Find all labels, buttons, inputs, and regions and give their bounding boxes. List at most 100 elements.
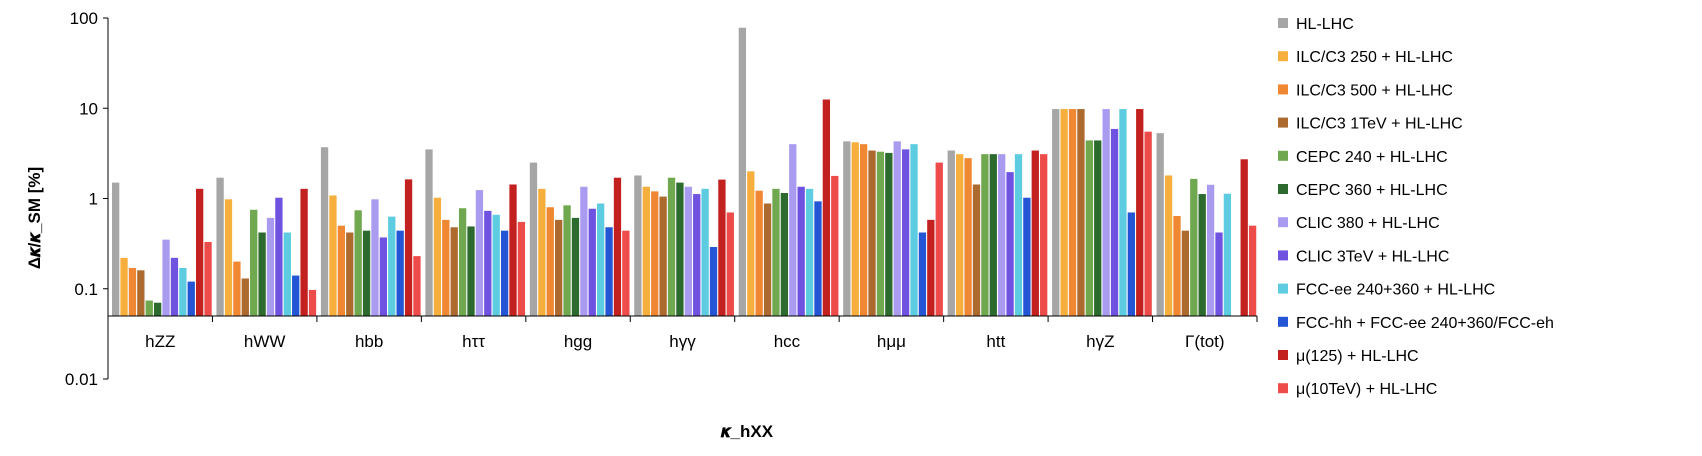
bar xyxy=(354,210,362,316)
bar xyxy=(885,152,893,316)
legend-item: ILC/C3 1TeV + HL-LHC xyxy=(1278,116,1463,133)
bar xyxy=(362,230,371,316)
bar xyxy=(571,217,580,316)
bar xyxy=(622,230,630,316)
bar xyxy=(763,203,772,316)
bar xyxy=(492,214,500,316)
bar xyxy=(981,154,989,316)
legend-swatch xyxy=(1278,283,1288,294)
legend-swatch xyxy=(1278,383,1288,394)
bar xyxy=(859,144,868,316)
bar xyxy=(580,186,588,316)
bar xyxy=(693,194,701,316)
y-axis-ticks: 100 10 1 0.1 0.01 xyxy=(65,9,108,389)
category-label: hbb xyxy=(355,332,383,351)
legend-item: CEPC 240 + HL-LHC xyxy=(1278,149,1448,166)
bar xyxy=(588,208,596,316)
bar xyxy=(910,144,918,316)
bar xyxy=(204,241,212,316)
bar xyxy=(947,150,955,316)
bar xyxy=(292,275,300,316)
legend-swatch xyxy=(1278,84,1288,95)
legend-item: FCC-ee 240+360 + HL-LHC xyxy=(1278,282,1495,299)
bar xyxy=(718,179,726,316)
category-label: hZZ xyxy=(145,332,175,351)
bar xyxy=(329,195,337,316)
bar xyxy=(1060,109,1068,317)
bar xyxy=(187,281,195,316)
bar xyxy=(258,232,266,316)
bar xyxy=(814,201,822,316)
bar xyxy=(196,188,204,316)
legend-label: CLIC 380 + HL-LHC xyxy=(1296,215,1440,232)
y-tick-label: 0.1 xyxy=(74,280,98,299)
bar xyxy=(684,186,692,316)
bar xyxy=(396,230,404,316)
bar xyxy=(868,150,876,316)
bar xyxy=(998,154,1006,316)
bar xyxy=(170,257,179,316)
bar xyxy=(425,149,433,316)
legend-label: μ(10TeV) + HL-LHC xyxy=(1296,381,1437,398)
bar xyxy=(956,154,964,316)
legend: HL-LHC ILC/C3 250 + HL-LHC ILC/C3 500 + HL… xyxy=(1278,16,1554,398)
bar xyxy=(555,219,563,316)
category-label: htt xyxy=(986,332,1005,351)
bar xyxy=(642,186,650,316)
category-label: hμμ xyxy=(877,332,906,351)
bar xyxy=(337,225,346,316)
bar xyxy=(676,182,684,316)
y-tick-label: 10 xyxy=(79,99,98,118)
y-axis-title: Δ𝜿/𝜿_SM [%] xyxy=(25,167,44,269)
bar xyxy=(989,154,997,316)
bar xyxy=(651,191,659,316)
bar xyxy=(346,232,354,316)
bar xyxy=(1102,109,1110,317)
bar xyxy=(726,212,734,316)
bar xyxy=(1164,175,1173,316)
bar xyxy=(563,205,571,316)
bar xyxy=(275,197,283,316)
bar xyxy=(467,226,475,316)
legend-swatch xyxy=(1278,51,1288,62)
legend-label: CEPC 240 + HL-LHC xyxy=(1296,149,1448,166)
bar xyxy=(1068,109,1077,317)
legend-swatch xyxy=(1278,184,1288,194)
bar xyxy=(964,158,972,316)
bar xyxy=(458,208,467,316)
bar xyxy=(935,162,943,316)
legend-item: HL-LHC xyxy=(1278,16,1354,33)
bar xyxy=(1240,159,1248,316)
bar xyxy=(927,219,935,316)
bar xyxy=(1215,232,1223,316)
bar xyxy=(1031,150,1039,316)
x-axis-ticks xyxy=(107,316,1258,322)
legend-label: CEPC 360 + HL-LHC xyxy=(1296,182,1448,199)
bar xyxy=(137,270,145,316)
category-labels: hZZ hWW hbb hττ hgg hγγ hcc hμμ htt hγZ Γ(tot) xyxy=(145,332,1224,351)
bar xyxy=(972,184,981,316)
y-tick-label: 0.01 xyxy=(65,370,98,389)
category-label: hγγ xyxy=(669,332,696,351)
y-tick-label: 1 xyxy=(89,190,98,209)
legend-item: ILC/C3 250 + HL-LHC xyxy=(1278,49,1453,66)
bar xyxy=(500,230,509,316)
legend-label: CLIC 3TeV + HL-LHC xyxy=(1296,248,1449,265)
legend-label: ILC/C3 500 + HL-LHC xyxy=(1296,82,1453,99)
bar xyxy=(475,190,484,316)
bar xyxy=(413,256,421,316)
bar xyxy=(797,186,805,316)
bar xyxy=(450,227,458,316)
bar xyxy=(1127,212,1135,316)
bar xyxy=(1248,225,1257,316)
bar xyxy=(893,141,901,316)
bar xyxy=(216,177,224,316)
legend-label: ILC/C3 1TeV + HL-LHC xyxy=(1296,116,1463,133)
bar xyxy=(634,175,642,316)
bar xyxy=(659,196,667,316)
bar xyxy=(546,207,554,316)
legend-swatch xyxy=(1278,217,1288,228)
legend-label: FCC-ee 240+360 + HL-LHC xyxy=(1296,282,1495,299)
bar xyxy=(1006,172,1014,316)
legend-item: CEPC 360 + HL-LHC xyxy=(1278,182,1448,199)
